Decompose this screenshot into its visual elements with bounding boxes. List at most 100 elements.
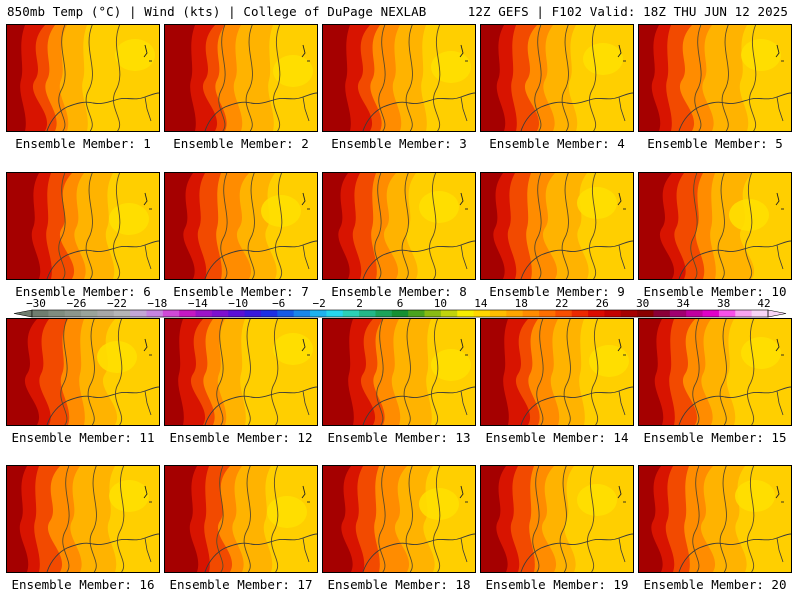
ensemble-member-map	[480, 465, 634, 573]
ensemble-member-map	[638, 24, 792, 132]
colorbar-min-arrow	[13, 309, 33, 318]
colorbar-tick-label: 42	[757, 297, 770, 310]
colorbar-swatch	[718, 310, 736, 317]
colorbar-swatch	[555, 310, 573, 317]
colorbar-swatch	[244, 310, 262, 317]
ensemble-member-label: Ensemble Member: 5	[647, 136, 783, 151]
ensemble-member-map	[322, 172, 476, 280]
temperature-map	[639, 25, 791, 131]
colorbar-swatch	[146, 310, 164, 317]
colorbar-swatch	[440, 310, 458, 317]
ensemble-member-map	[480, 24, 634, 132]
temperature-map	[481, 466, 633, 572]
temperature-map	[639, 466, 791, 572]
colorbar-swatch	[391, 310, 409, 317]
colorbar-outline	[31, 309, 769, 318]
colorbar-swatch	[751, 310, 769, 317]
colorbar-tick-label: 34	[676, 297, 690, 310]
colorbar-swatch	[326, 310, 344, 317]
ensemble-member-label: Ensemble Member: 18	[327, 577, 471, 592]
colorbar-tick-label: −14	[188, 297, 208, 310]
temperature-map	[639, 319, 791, 425]
ensemble-member-label: Ensemble Member: 13	[327, 430, 471, 445]
colorbar-swatch	[293, 310, 311, 317]
colorbar-swatch	[310, 310, 327, 317]
colorbar-swatch	[735, 310, 753, 317]
colorbar-tick-label: −22	[107, 297, 127, 310]
colorbar-swatch	[686, 310, 703, 317]
temperature-map	[7, 25, 159, 131]
ensemble-member-map	[480, 172, 634, 280]
colorbar-swatch	[669, 310, 687, 317]
colorbar-graphic: −30 −26 −22 −18 −14 −10 −6 −2 2 6 10 14 18 22 26 30 34 38…	[13, 297, 787, 318]
ensemble-member-label: Ensemble Member: 9	[489, 284, 625, 299]
temperature-map	[165, 25, 317, 131]
colorbar-swatch	[97, 310, 115, 317]
temperature-map	[323, 466, 475, 572]
colorbar-swatch	[539, 310, 556, 317]
colorbar-tick-label: −18	[147, 297, 167, 310]
temperature-map	[165, 466, 317, 572]
temperature-map	[481, 25, 633, 131]
colorbar-swatch	[179, 310, 196, 317]
colorbar-tick-label: −30	[26, 297, 46, 310]
colorbar-swatch	[604, 310, 622, 317]
colorbar-swatch	[130, 310, 147, 317]
colorbar-tick-label: −2	[312, 297, 325, 310]
colorbar-swatch	[342, 310, 360, 317]
colorbar-swatch	[473, 310, 491, 317]
ensemble-member-label: Ensemble Member: 17	[169, 577, 313, 592]
ensemble-member-label: Ensemble Member: 11	[11, 430, 155, 445]
colorbar-swatch	[457, 310, 474, 317]
ensemble-member-map	[638, 172, 792, 280]
colorbar-tick-label: 14	[474, 297, 488, 310]
temperature-map	[165, 319, 317, 425]
ensemble-member-label: Ensemble Member: 4	[489, 136, 625, 151]
colorbar-swatch	[489, 310, 507, 317]
colorbar-swatch	[195, 310, 213, 317]
ensemble-member-map	[164, 24, 318, 132]
model-run-info: 12Z GEFS | F102 Valid: 18Z THU JUN 12 20…	[467, 4, 788, 19]
colorbar-swatch	[620, 310, 638, 317]
temperature-map	[323, 319, 475, 425]
colorbar-tick-label: 6	[397, 297, 404, 310]
colorbar-tick-label: 38	[717, 297, 730, 310]
ensemble-member-label: Ensemble Member: 10	[643, 284, 787, 299]
colorbar-swatch	[211, 310, 229, 317]
ensemble-member-map	[6, 465, 160, 573]
ensemble-member-map	[164, 465, 318, 573]
ensemble-member-label: Ensemble Member: 8	[331, 284, 467, 299]
colorbar-tick-label: 22	[555, 297, 568, 310]
ensemble-member-map	[638, 318, 792, 426]
colorbar-swatch	[32, 310, 49, 317]
ensemble-member-label: Ensemble Member: 3	[331, 136, 467, 151]
temperature-map	[481, 319, 633, 425]
colorbar-swatch	[653, 310, 671, 317]
ensemble-member-map	[322, 465, 476, 573]
colorbar-swatch	[588, 310, 605, 317]
ensemble-member-map	[6, 318, 160, 426]
colorbar-tick-label: 2	[356, 297, 363, 310]
colorbar-swatch	[81, 310, 98, 317]
colorbar-tick-label: 26	[596, 297, 609, 310]
ensemble-member-map	[480, 318, 634, 426]
temperature-colorbar: −30 −26 −22 −18 −14 −10 −6 −2 2 6 10 14 18 22 26 30 34 38…	[0, 296, 800, 322]
temperature-map	[639, 173, 791, 279]
ensemble-member-map	[322, 24, 476, 132]
ensemble-member-map	[322, 318, 476, 426]
colorbar-swatch	[571, 310, 589, 317]
ensemble-member-map	[164, 172, 318, 280]
temperature-map	[323, 173, 475, 279]
ensemble-member-map	[6, 24, 160, 132]
ensemble-member-label: Ensemble Member: 15	[643, 430, 787, 445]
colorbar-swatch	[162, 310, 180, 317]
ensemble-member-label: Ensemble Member: 2	[173, 136, 309, 151]
colorbar-swatch	[637, 310, 654, 317]
ensemble-member-label: Ensemble Member: 19	[485, 577, 629, 592]
colorbar-swatch	[277, 310, 295, 317]
ensemble-member-label: Ensemble Member: 6	[15, 284, 151, 299]
temperature-map	[481, 173, 633, 279]
temperature-map	[7, 319, 159, 425]
colorbar-max-arrow	[767, 309, 787, 318]
